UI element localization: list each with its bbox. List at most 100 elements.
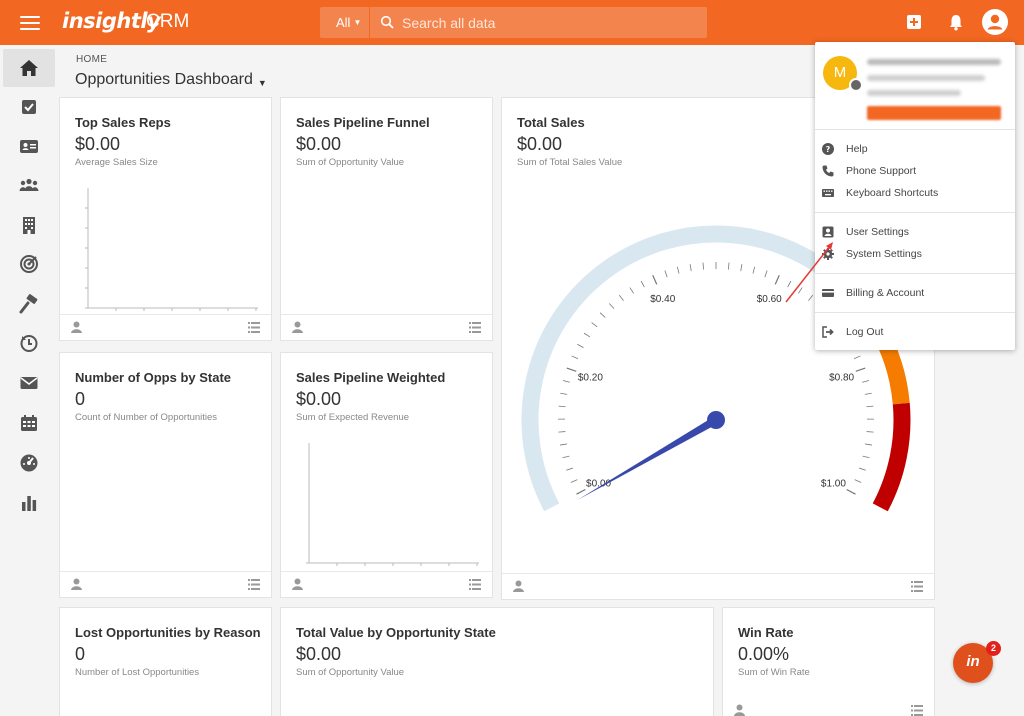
page-title-dropdown[interactable]: Opportunities Dashboard ▼ <box>75 71 267 89</box>
list-view-icon[interactable] <box>911 705 923 716</box>
gauge-tick <box>629 287 635 294</box>
insightly-logo[interactable]: insightly <box>62 9 161 33</box>
gauge-tick <box>866 431 874 433</box>
user-settings-icon <box>822 226 834 238</box>
card-sales-pipeline-weighted: Sales Pipeline Weighted $0.00 Sum of Exp… <box>280 352 493 598</box>
menu-item-billing[interactable]: Billing & Account <box>815 282 1015 304</box>
calendar-icon <box>21 415 37 431</box>
gauge-tick <box>652 274 658 285</box>
list-view-icon[interactable] <box>248 322 260 333</box>
sidebar-item-contacts[interactable] <box>3 127 55 165</box>
divider <box>815 312 1015 313</box>
empty-bar-chart <box>306 443 479 566</box>
keyboard-icon <box>822 189 834 197</box>
gauge-tick <box>862 455 870 459</box>
sidebar-item-opportunities[interactable] <box>3 245 55 283</box>
gauge-tick-label: $0.60 <box>757 294 782 305</box>
gauge-tick <box>583 332 591 338</box>
sidebar-item-tasks[interactable] <box>3 88 55 126</box>
annotation-arrow <box>785 242 833 303</box>
sidebar-item-reports[interactable] <box>3 484 55 522</box>
user-email-redacted <box>867 75 985 81</box>
card-title: Total Sales <box>517 115 585 130</box>
sidebar-item-calendar[interactable] <box>3 404 55 442</box>
owner-icon[interactable] <box>513 580 524 592</box>
card-opps-by-state: Number of Opps by State 0 Count of Numbe… <box>59 352 272 598</box>
gauge-tick-label: $0.40 <box>650 294 675 305</box>
owner-icon[interactable] <box>292 578 303 590</box>
bell-icon[interactable] <box>946 12 966 32</box>
menu-item-system-settings[interactable]: System Settings <box>815 243 1015 265</box>
card-value: $0.00 <box>296 644 342 664</box>
menu-item-logout[interactable]: Log Out <box>815 321 1015 343</box>
gauge-tick <box>864 392 872 395</box>
add-new-icon[interactable] <box>904 12 924 32</box>
card-value: $0.00 <box>296 389 342 409</box>
gauge-tick <box>558 431 566 433</box>
list-view-icon[interactable] <box>469 579 481 590</box>
caret-down-icon: ▼ <box>257 78 267 88</box>
chat-logo-icon: in <box>966 653 980 670</box>
product-name: CRM <box>146 11 190 32</box>
gauge-tick <box>571 355 579 360</box>
history-icon <box>20 335 38 352</box>
credit-card-icon <box>822 289 834 297</box>
gauge-tick <box>676 266 680 274</box>
tasks-icon <box>22 100 36 114</box>
menu-item-user-settings[interactable]: User Settings <box>815 221 1015 243</box>
menu-item-help[interactable]: ? Help <box>815 138 1015 160</box>
list-view-icon[interactable] <box>911 581 923 592</box>
list-view-icon[interactable] <box>248 579 260 590</box>
card-subtitle: Sum of Expected Revenue <box>296 412 410 423</box>
gauge-danger-arc <box>872 402 911 512</box>
user-avatar[interactable]: M <box>823 56 857 90</box>
sidebar-item-projects[interactable] <box>3 285 55 323</box>
owner-icon[interactable] <box>71 321 82 333</box>
menu-item-label: Phone Support <box>846 165 917 177</box>
menu-item-keyboard-shortcuts[interactable]: Keyboard Shortcuts <box>815 182 1015 204</box>
contacts-icon <box>20 140 38 153</box>
sidebar-item-history[interactable] <box>3 324 55 362</box>
user-avatar-icon[interactable] <box>981 8 1009 36</box>
search-scope-select[interactable]: All ▼ <box>320 7 370 38</box>
card-value: $0.00 <box>75 134 121 154</box>
menu-item-label: Log Out <box>846 326 884 338</box>
gauge-needle <box>577 416 718 500</box>
card-title: Lost Opportunities by Reason <box>75 625 261 640</box>
breadcrumb[interactable]: HOME <box>76 54 108 65</box>
camera-icon[interactable] <box>849 78 863 92</box>
organizations-icon <box>23 217 35 234</box>
owner-icon[interactable] <box>71 578 82 590</box>
sidebar-item-home[interactable] <box>3 49 55 87</box>
reports-icon <box>22 496 37 511</box>
sidebar-item-email[interactable] <box>3 364 55 402</box>
divider <box>815 273 1015 274</box>
home-icon <box>20 60 38 76</box>
upgrade-button-redacted[interactable] <box>867 106 1001 120</box>
gauge-tick <box>559 443 567 446</box>
sidebar-item-leads[interactable] <box>3 166 55 204</box>
gauge-tick <box>576 488 586 495</box>
leads-icon <box>19 178 39 191</box>
gauge-tick <box>862 380 870 383</box>
owner-icon[interactable] <box>734 704 745 716</box>
gauge-tick <box>859 467 866 471</box>
card-footer <box>60 314 271 340</box>
help-icon: ? <box>822 143 834 155</box>
owner-icon[interactable] <box>292 321 303 333</box>
user-menu-dropdown: M ? Help Phone Support Keyboard Shortcut… <box>815 42 1015 350</box>
sidebar-item-organizations[interactable] <box>3 206 55 244</box>
opportunities-icon <box>20 255 38 273</box>
gauge-tick <box>609 303 615 309</box>
card-title: Number of Opps by State <box>75 370 232 385</box>
gauge-tick <box>702 262 704 270</box>
sidebar-item-dashboards[interactable] <box>3 444 55 482</box>
search-input[interactable] <box>400 7 700 38</box>
gauge-tick-label: $1.00 <box>821 478 846 489</box>
hamburger-menu-icon[interactable] <box>20 12 40 32</box>
card-subtitle: Sum of Opportunity Value <box>296 667 405 678</box>
menu-item-phone-support[interactable]: Phone Support <box>815 160 1015 182</box>
svg-text:?: ? <box>826 145 831 154</box>
list-view-icon[interactable] <box>469 322 481 333</box>
card-title: Win Rate <box>738 625 794 640</box>
